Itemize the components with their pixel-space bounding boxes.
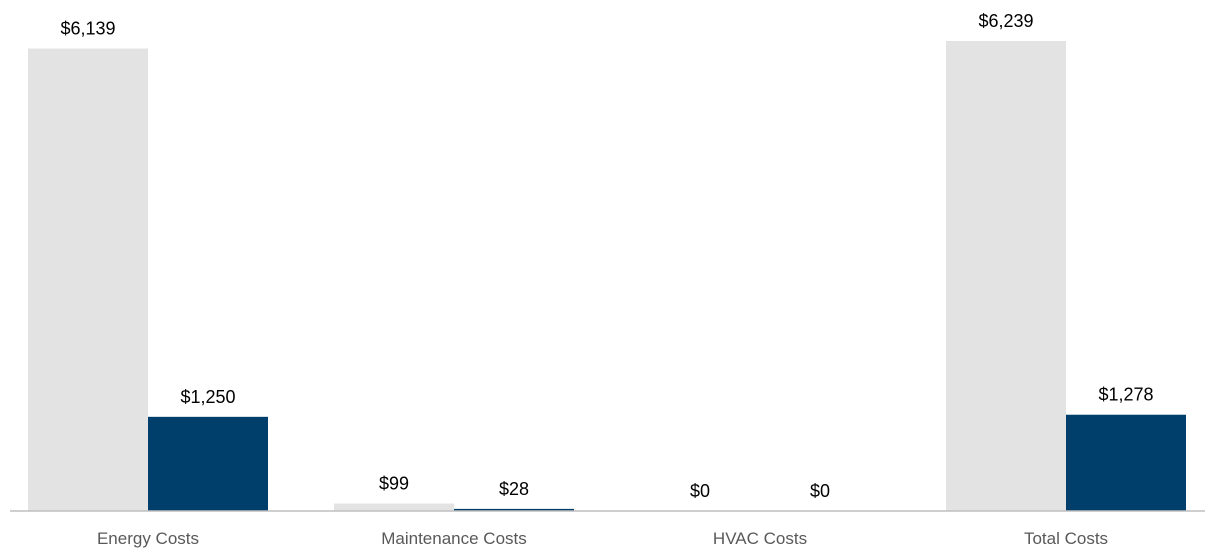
bar-series1-energy-costs [28,48,148,511]
category-label-total-costs: Total Costs [1024,529,1108,548]
bar-series2-energy-costs [148,416,268,511]
value-label-series2-total-costs: $1,278 [1098,385,1153,405]
value-label-series1-total-costs: $6,239 [978,11,1033,31]
bar-series1-total-costs [946,41,1066,511]
category-label-energy-costs: Energy Costs [97,529,199,548]
value-label-series1-energy-costs: $6,139 [60,19,115,39]
category-labels-layer: Energy Costs Maintenance Costs HVAC Costs T… [97,529,1108,548]
category-label-maintenance-costs: Maintenance Costs [381,529,527,548]
value-label-series2-energy-costs: $1,250 [180,387,235,407]
bars-layer [28,41,1186,511]
value-label-series2-hvac-costs: $0 [810,481,830,501]
bar-series1-maintenance-costs [334,503,454,511]
bar-series2-total-costs [1066,414,1186,511]
value-label-series2-maintenance-costs: $28 [499,479,529,499]
value-label-series1-hvac-costs: $0 [690,481,710,501]
bar-series2-maintenance-costs [454,508,574,511]
category-label-hvac-costs: HVAC Costs [713,529,807,548]
value-label-series1-maintenance-costs: $99 [379,474,409,494]
value-labels-layer: $6,139 $1,250 $99 $28 $0 $0 $6,239 $1,278 [60,11,1153,501]
